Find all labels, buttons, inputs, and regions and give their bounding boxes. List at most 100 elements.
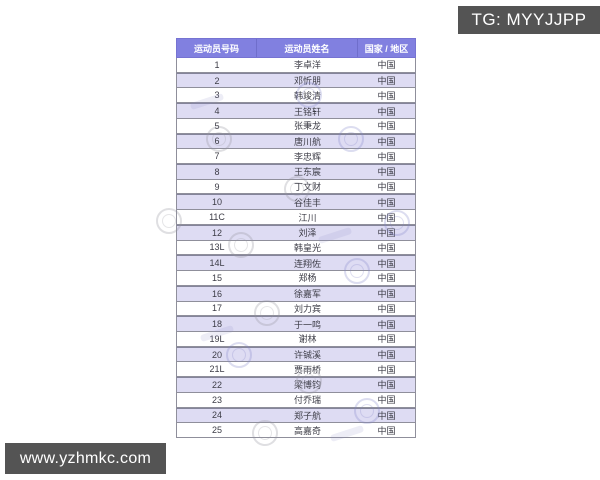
athlete-number-cell: 13L bbox=[209, 242, 225, 253]
athlete-number-cell: 12 bbox=[211, 227, 222, 238]
athlete-number-cell: 11C bbox=[209, 212, 225, 223]
column-header-athlete-number: 运动员号码 bbox=[177, 39, 257, 57]
table-row: 16 徐嘉军 中国 bbox=[176, 285, 416, 302]
athlete-name-cell: 王铭轩 bbox=[293, 106, 321, 117]
country-cell: 中国 bbox=[377, 167, 396, 178]
table-row: 8 王东宸 中国 bbox=[176, 164, 416, 180]
athlete-number-cell: 20 bbox=[211, 349, 222, 360]
athlete-name-cell: 张秉龙 bbox=[293, 121, 321, 132]
athlete-number-cell: 24 bbox=[211, 410, 222, 421]
athlete-number-cell: 2 bbox=[214, 75, 220, 86]
table-row: 5 张秉龙 中国 bbox=[176, 118, 416, 134]
athlete-name-cell: 付乔瑞 bbox=[293, 395, 321, 406]
country-cell: 中国 bbox=[377, 151, 396, 162]
athlete-number-cell: 4 bbox=[214, 106, 220, 117]
roster-table: 运动员号码 运动员姓名 国家 / 地区 1 李卓洋 中国 2 邓忻朋 中国 bbox=[176, 38, 416, 438]
athlete-name-cell: 刘泽 bbox=[298, 228, 317, 239]
country-cell: 中国 bbox=[377, 350, 396, 361]
country-cell: 中国 bbox=[377, 76, 396, 87]
athlete-name-cell: 李卓洋 bbox=[293, 60, 321, 71]
table-row: 22 梁博钧 中国 bbox=[176, 377, 416, 393]
athlete-name-cell: 徐嘉军 bbox=[293, 289, 321, 300]
athlete-number-cell: 23 bbox=[211, 394, 222, 405]
country-cell: 中国 bbox=[377, 289, 396, 300]
country-cell: 中国 bbox=[377, 319, 396, 330]
athlete-number-cell: 14L bbox=[209, 258, 225, 269]
athlete-name-cell: 李忠辉 bbox=[293, 151, 321, 162]
table-row: 1 李卓洋 中国 bbox=[176, 58, 416, 73]
athlete-name-cell: 邓忻朋 bbox=[293, 76, 321, 87]
table-row: 2 邓忻朋 中国 bbox=[176, 72, 416, 89]
table-row: 18 于一鸣 中国 bbox=[176, 316, 416, 332]
athlete-name-cell: 刘力宾 bbox=[293, 303, 321, 314]
table-row: 19L 谢林 中国 bbox=[176, 331, 416, 347]
table-row: 24 郑子航 中国 bbox=[176, 407, 416, 424]
athlete-name-cell: 韩皇光 bbox=[293, 242, 321, 253]
athlete-name-cell: 谷佳丰 bbox=[293, 197, 321, 208]
website-badge-label: www.yzhmkc.com bbox=[19, 449, 152, 467]
athlete-name-cell: 许铖溪 bbox=[293, 350, 321, 361]
athlete-number-cell: 17 bbox=[211, 303, 222, 314]
table-row: 23 付乔瑞 中国 bbox=[176, 392, 416, 408]
athlete-number-cell: 1 bbox=[214, 59, 220, 70]
country-cell: 中国 bbox=[377, 242, 396, 253]
athlete-number-cell: 18 bbox=[211, 319, 222, 330]
athlete-name-cell: 连翔佐 bbox=[293, 258, 321, 269]
country-cell: 中国 bbox=[377, 197, 396, 208]
table-row: 10 谷佳丰 中国 bbox=[176, 194, 416, 211]
country-cell: 中国 bbox=[377, 136, 396, 147]
athlete-number-cell: 21L bbox=[209, 364, 225, 375]
table-row: 14L 连翔佐 中国 bbox=[176, 255, 416, 272]
athlete-name-cell: 唐川航 bbox=[293, 136, 321, 147]
table-row: 4 王铭轩 中国 bbox=[176, 103, 416, 119]
country-cell: 中国 bbox=[377, 60, 396, 71]
table-header-row: 运动员号码 运动员姓名 国家 / 地区 bbox=[176, 38, 416, 58]
athlete-number-cell: 19L bbox=[209, 333, 225, 344]
country-cell: 中国 bbox=[377, 121, 396, 132]
table-row: 11C 江川 中国 bbox=[176, 210, 416, 225]
table-body: 1 李卓洋 中国 2 邓忻朋 中国 3 韩竣清 中国 4 bbox=[176, 58, 416, 438]
telegram-badge: TG: MYYJJPP bbox=[458, 6, 600, 34]
athlete-number-cell: 7 bbox=[214, 151, 220, 162]
table-row: 21L 贾雨桥 中国 bbox=[176, 362, 416, 378]
website-badge: www.yzhmkc.com bbox=[5, 443, 166, 474]
athlete-name-cell: 郑子航 bbox=[293, 410, 321, 421]
country-cell: 中国 bbox=[377, 258, 396, 269]
athlete-name-cell: 王东宸 bbox=[293, 167, 321, 178]
athlete-number-cell: 25 bbox=[211, 425, 222, 436]
country-cell: 中国 bbox=[377, 273, 396, 284]
athlete-name-cell: 于一鸣 bbox=[293, 319, 321, 330]
country-cell: 中国 bbox=[377, 410, 396, 421]
table-row: 12 刘泽 中国 bbox=[176, 224, 416, 241]
table-row: 17 刘力宾 中国 bbox=[176, 301, 416, 317]
table-row: 20 许铖溪 中国 bbox=[176, 346, 416, 363]
table-row: 6 唐川航 中国 bbox=[176, 133, 416, 150]
athlete-name-cell: 贾雨桥 bbox=[293, 364, 321, 375]
athlete-number-cell: 10 bbox=[211, 197, 222, 208]
table-row: 25 高嘉奇 中国 bbox=[176, 423, 416, 438]
country-cell: 中国 bbox=[377, 212, 396, 223]
table-row: 3 韩竣清 中国 bbox=[176, 88, 416, 104]
country-cell: 中国 bbox=[377, 380, 396, 391]
column-header-country-region: 国家 / 地区 bbox=[364, 43, 409, 54]
athlete-name-cell: 丁文财 bbox=[293, 182, 321, 193]
athlete-number-cell: 22 bbox=[211, 379, 222, 390]
athlete-number-cell: 9 bbox=[214, 181, 220, 192]
athlete-number-cell: 3 bbox=[214, 90, 220, 101]
athlete-number-cell: 5 bbox=[214, 120, 220, 131]
athlete-name-cell: 韩竣清 bbox=[293, 90, 321, 101]
athlete-number-cell: 15 bbox=[211, 272, 222, 283]
table-row: 13L 韩皇光 中国 bbox=[176, 240, 416, 256]
country-cell: 中国 bbox=[377, 364, 396, 375]
athlete-name-cell: 梁博钧 bbox=[293, 380, 321, 391]
country-cell: 中国 bbox=[377, 106, 396, 117]
country-cell: 中国 bbox=[377, 90, 396, 101]
athlete-name-cell: 谢林 bbox=[298, 334, 317, 345]
telegram-badge-label: TG: MYYJJPP bbox=[471, 10, 587, 29]
country-cell: 中国 bbox=[377, 425, 396, 436]
athlete-name-cell: 郑杨 bbox=[298, 273, 317, 284]
country-cell: 中国 bbox=[377, 334, 396, 345]
athlete-name-cell: 高嘉奇 bbox=[293, 425, 321, 436]
country-cell: 中国 bbox=[377, 395, 396, 406]
